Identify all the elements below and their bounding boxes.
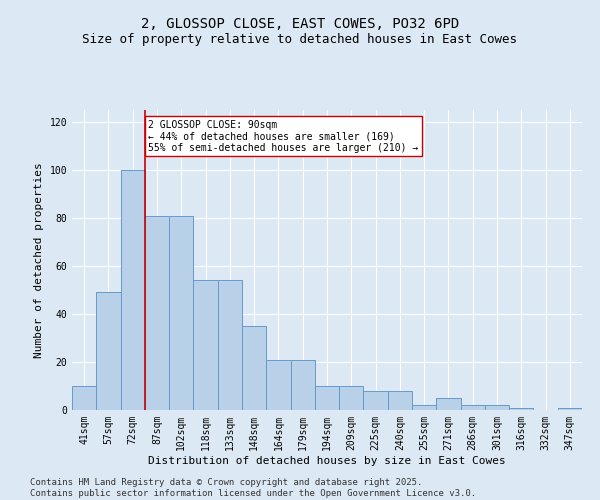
Bar (242, 326, 266, 410)
Bar (145, 216, 169, 410)
Bar (290, 360, 315, 410)
Bar (193, 280, 218, 410)
Bar (558, 408, 582, 410)
Text: 2 GLOSSOP CLOSE: 90sqm
← 44% of detached houses are smaller (169)
55% of semi-de: 2 GLOSSOP CLOSE: 90sqm ← 44% of detached… (149, 120, 419, 153)
Bar (485, 405, 509, 410)
Bar (218, 280, 242, 410)
Y-axis label: Number of detached properties: Number of detached properties (34, 162, 44, 358)
Bar (96, 292, 121, 410)
Text: Size of property relative to detached houses in East Cowes: Size of property relative to detached ho… (83, 32, 517, 46)
Bar (364, 391, 388, 410)
Bar (169, 216, 193, 410)
Bar (388, 391, 412, 410)
X-axis label: Distribution of detached houses by size in East Cowes: Distribution of detached houses by size … (148, 456, 506, 466)
Bar (315, 386, 339, 410)
Bar (339, 386, 364, 410)
Text: Contains HM Land Registry data © Crown copyright and database right 2025.
Contai: Contains HM Land Registry data © Crown c… (30, 478, 476, 498)
Bar (412, 405, 436, 410)
Bar (436, 398, 461, 410)
Bar (121, 170, 145, 410)
Bar (461, 405, 485, 410)
Bar (72, 386, 96, 410)
Bar (509, 408, 533, 410)
Bar (266, 360, 290, 410)
Text: 2, GLOSSOP CLOSE, EAST COWES, PO32 6PD: 2, GLOSSOP CLOSE, EAST COWES, PO32 6PD (141, 18, 459, 32)
